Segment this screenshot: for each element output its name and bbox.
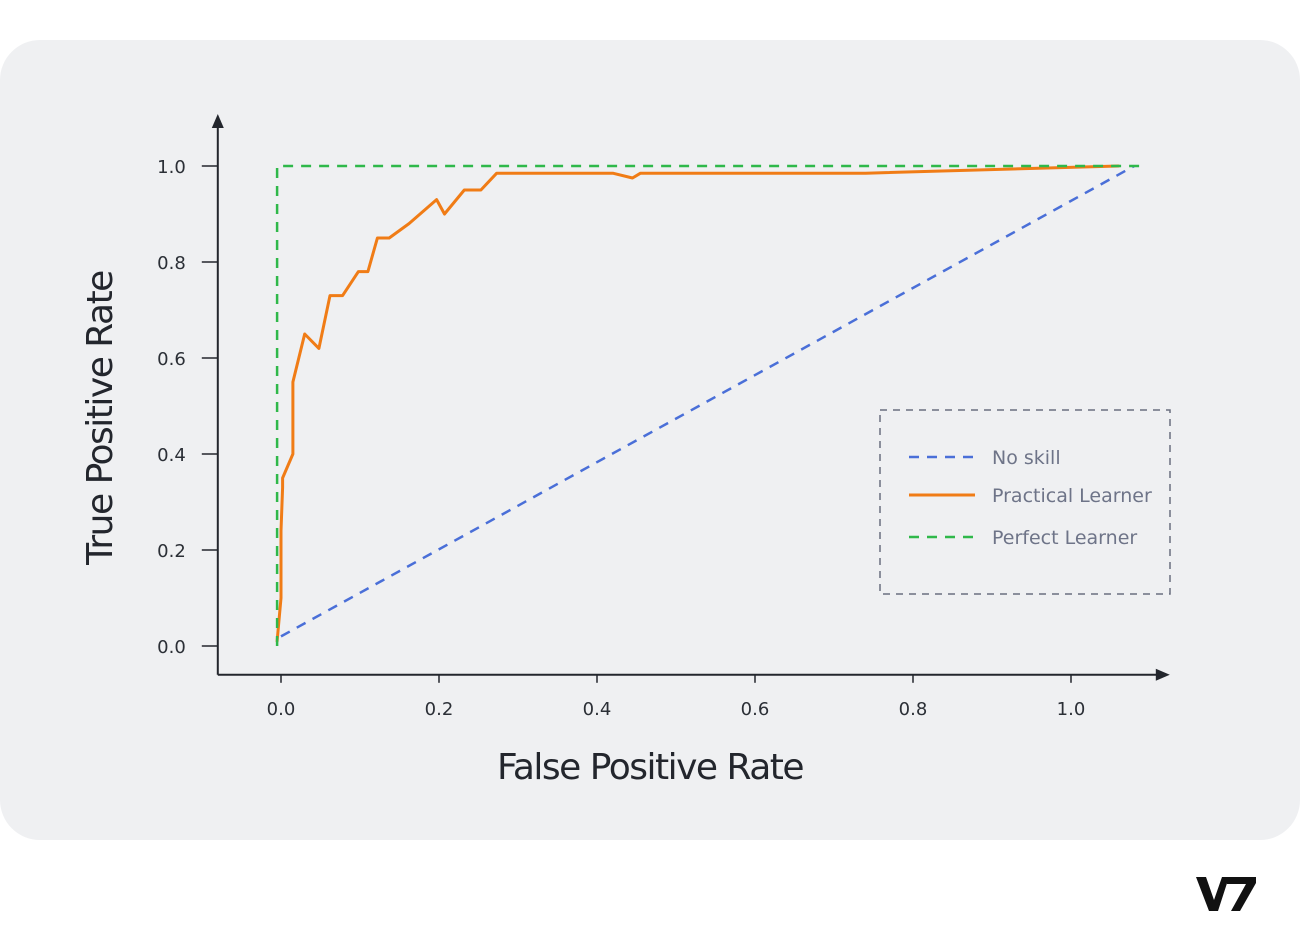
x-tick-label: 0.4 [583,699,612,720]
y-axis-title: True Positive Rate [80,271,121,566]
series-perfect-learner [275,164,1143,646]
x-tick-label: 0.8 [899,699,928,720]
series-practical-learner [275,164,1120,643]
y-axis-arrow [211,114,224,128]
legend-label: No skill [992,447,1061,469]
series-no-skill [280,164,1135,638]
v7-logo [1196,877,1256,911]
x-axis-title: False Positive Rate [497,747,803,788]
x-tick-label: 0.2 [425,699,454,720]
y-tick-label: 0.2 [157,541,186,562]
y-tick-label: 1.0 [157,157,186,178]
legend-frame [879,409,1171,595]
y-tick-label: 0.8 [157,253,186,274]
series-layer [275,164,1143,646]
y-tick-label: 0.4 [157,445,186,466]
legend-label: Perfect Learner [992,527,1137,549]
y-tick-label: 0.6 [157,349,186,370]
y-tick-label: 0.0 [157,637,186,658]
legend-label: Practical Learner [992,485,1152,507]
x-axis-arrow [1155,668,1170,681]
x-tick-label: 0.6 [741,699,770,720]
x-tick-label: 0.0 [267,699,296,720]
ticks: 0.0 0.2 0.4 0.6 0.8 1.0 0.0 0.2 0.4 0.6 0.8 1.0 [157,157,1085,720]
legend: No skill Practical Learner Perfect Learner [879,409,1171,595]
axes [211,114,1170,681]
x-tick-label: 1.0 [1057,699,1086,720]
